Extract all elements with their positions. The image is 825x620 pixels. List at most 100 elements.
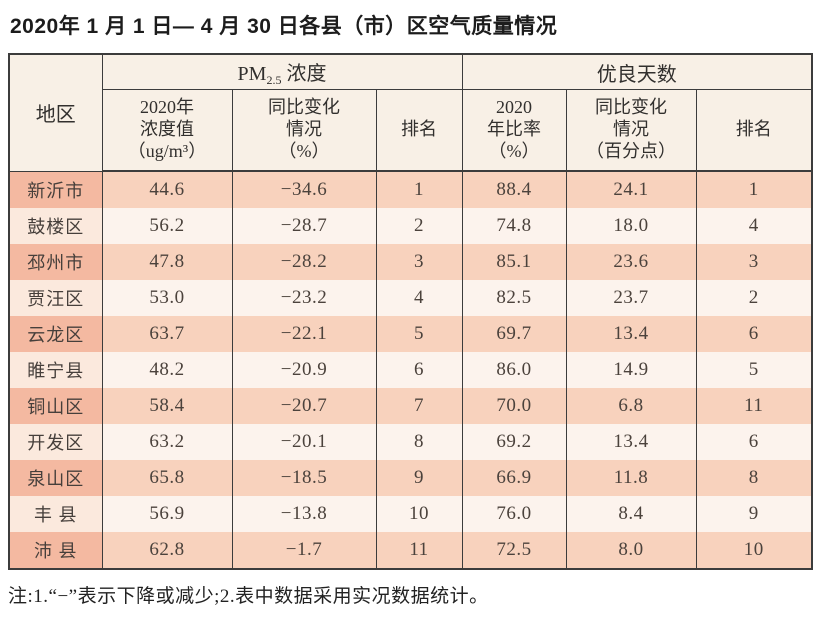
value-cell: −13.8 [231,496,377,532]
value-cell: 8.0 [565,532,697,569]
table-row: 沛 县 62.8 −1.7 11 72.5 8.0 10 [8,532,813,569]
table-row: 丰 县 56.9 −13.8 10 76.0 8.4 9 [8,496,813,532]
header-group-row: 地区 PM2.5 浓度 优良天数 [8,54,813,172]
value-cell: 5 [375,316,463,352]
value-cell: 65.8 [101,460,233,496]
value-cell: 58.4 [101,388,233,424]
column-header-good-rank: 排名 [695,89,813,172]
value-cell: −20.1 [231,424,377,460]
value-cell: −28.2 [231,244,377,280]
column-group-good-days: 优良天数 [461,54,813,90]
value-cell: 1 [375,171,463,208]
value-cell: 18.0 [565,208,697,244]
value-cell: 6.8 [565,388,697,424]
value-cell: 23.7 [565,280,697,316]
table-row: 泉山区 65.8 −18.5 9 66.9 11.8 8 [8,460,813,496]
region-cell: 云龙区 [8,316,103,352]
value-cell: 11.8 [565,460,697,496]
value-cell: 11 [695,388,813,424]
value-cell: 76.0 [461,496,567,532]
value-cell: 7 [375,388,463,424]
column-header-pm25-value: 2020年 浓度值 （ug/m³） [101,89,233,172]
value-cell: 63.2 [101,424,233,460]
value-cell: 9 [695,496,813,532]
value-cell: −28.7 [231,208,377,244]
region-cell: 新沂市 [8,171,103,208]
column-header-good-change: 同比变化 情况 （百分点） [565,89,697,172]
region-cell: 泉山区 [8,460,103,496]
pm25-label-suffix: 浓度 [281,62,327,85]
region-cell: 铜山区 [8,388,103,424]
region-cell: 沛 县 [8,532,103,569]
value-cell: −23.2 [231,280,377,316]
value-cell: 4 [695,208,813,244]
pm25-label-prefix: PM [237,62,267,85]
region-cell: 贾汪区 [8,280,103,316]
value-cell: 63.7 [101,316,233,352]
table-header: 地区 PM2.5 浓度 优良天数 2020年 浓度值 （ug/m³） 同比变化 … [8,54,813,172]
value-cell: 47.8 [101,244,233,280]
value-cell: −34.6 [231,171,377,208]
value-cell: 53.0 [101,280,233,316]
value-cell: 10 [695,532,813,569]
value-cell: 56.2 [101,208,233,244]
value-cell: 56.9 [101,496,233,532]
column-header-good-ratio: 2020 年比率 （%） [461,89,567,172]
value-cell: 85.1 [461,244,567,280]
region-cell: 鼓楼区 [8,208,103,244]
value-cell: 6 [375,352,463,388]
column-group-pm25: PM2.5 浓度 [101,54,463,90]
value-cell: 88.4 [461,171,567,208]
value-cell: 2 [695,280,813,316]
table-row: 铜山区 58.4 −20.7 7 70.0 6.8 11 [8,388,813,424]
value-cell: 74.8 [461,208,567,244]
value-cell: 10 [375,496,463,532]
value-cell: 11 [375,532,463,569]
value-cell: 14.9 [565,352,697,388]
region-cell: 丰 县 [8,496,103,532]
value-cell: −18.5 [231,460,377,496]
column-header-pm25-change: 同比变化 情况 （%） [231,89,377,172]
table-row: 新沂市 44.6 −34.6 1 88.4 24.1 1 [8,171,813,208]
value-cell: 1 [695,171,813,208]
table-row: 睢宁县 48.2 −20.9 6 86.0 14.9 5 [8,352,813,388]
table-row: 开发区 63.2 −20.1 8 69.2 13.4 6 [8,424,813,460]
value-cell: 3 [695,244,813,280]
region-cell: 开发区 [8,424,103,460]
value-cell: −1.7 [231,532,377,569]
table-row: 云龙区 63.7 −22.1 5 69.7 13.4 6 [8,316,813,352]
value-cell: 8.4 [565,496,697,532]
value-cell: 9 [375,460,463,496]
value-cell: 3 [375,244,463,280]
value-cell: 6 [695,424,813,460]
value-cell: 70.0 [461,388,567,424]
header-sub-row: 2020年 浓度值 （ug/m³） 同比变化 情况 （%） 排名 2020 年比… [9,89,813,172]
pm25-label-subscript: 2.5 [266,72,282,87]
air-quality-table: 地区 PM2.5 浓度 优良天数 2020年 浓度值 （ug/m³） 同比变化 … [8,53,814,570]
value-cell: 8 [375,424,463,460]
column-header-pm25-rank: 排名 [375,89,463,172]
value-cell: 66.9 [461,460,567,496]
value-cell: 44.6 [101,171,233,208]
value-cell: −20.7 [231,388,377,424]
value-cell: 13.4 [565,316,697,352]
value-cell: 69.7 [461,316,567,352]
value-cell: −20.9 [231,352,377,388]
table-row: 邳州市 47.8 −28.2 3 85.1 23.6 3 [8,244,813,280]
value-cell: 6 [695,316,813,352]
value-cell: 23.6 [565,244,697,280]
value-cell: 2 [375,208,463,244]
value-cell: 13.4 [565,424,697,460]
table-row: 贾汪区 53.0 −23.2 4 82.5 23.7 2 [8,280,813,316]
value-cell: 72.5 [461,532,567,569]
value-cell: 48.2 [101,352,233,388]
value-cell: 86.0 [461,352,567,388]
value-cell: 8 [695,460,813,496]
value-cell: 82.5 [461,280,567,316]
table-body: 新沂市 44.6 −34.6 1 88.4 24.1 1 鼓楼区 56.2 −28.7 2 74.8 1… [8,171,813,569]
value-cell: −22.1 [231,316,377,352]
region-cell: 邳州市 [8,244,103,280]
page-title: 2020年 1 月 1 日— 4 月 30 日各县（市）区空气质量情况 [10,15,558,38]
value-cell: 62.8 [101,532,233,569]
